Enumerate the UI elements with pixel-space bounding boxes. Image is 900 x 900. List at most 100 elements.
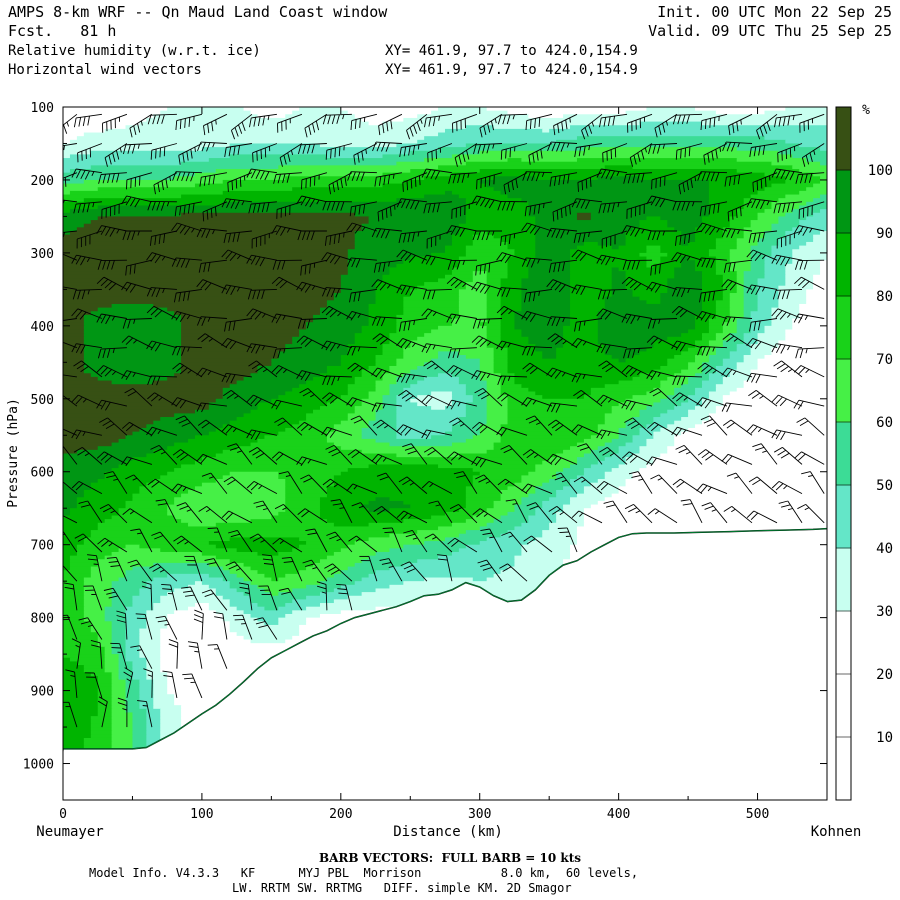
barb-flag	[197, 333, 206, 340]
rh-cell	[347, 391, 370, 396]
rh-cell	[722, 274, 738, 280]
rh-cell	[701, 296, 724, 301]
barb-flag	[201, 472, 212, 477]
rh-cell	[63, 205, 99, 210]
wind-barb	[499, 563, 528, 582]
rh-cell	[278, 617, 307, 622]
barb-flag	[502, 114, 506, 125]
wind-barb	[696, 310, 728, 322]
rh-cell	[97, 643, 113, 648]
rh-cell	[83, 610, 106, 615]
rh-cell	[375, 413, 397, 418]
rh-cell	[729, 223, 752, 228]
rh-cell	[479, 427, 502, 433]
barb-half-flag	[357, 346, 361, 352]
wind-barb	[97, 347, 127, 359]
rh-cell	[757, 303, 779, 309]
rh-cell	[757, 278, 786, 283]
barb-flag	[636, 173, 640, 183]
rh-cell	[222, 190, 446, 196]
rh-cell	[695, 238, 717, 243]
barb-flag	[547, 141, 552, 152]
barb-flag	[131, 230, 136, 241]
barb-flag	[63, 614, 68, 616]
rh-cell	[111, 734, 134, 739]
rh-cell	[507, 511, 536, 517]
barb-flag	[780, 170, 786, 180]
barb-flag	[776, 344, 782, 354]
rh-cell	[250, 373, 321, 378]
rh-cell	[736, 347, 752, 352]
barb-flag	[585, 200, 591, 210]
barb-flag	[76, 363, 86, 370]
rh-cell	[576, 475, 606, 480]
rh-cell	[757, 216, 779, 221]
barb-flag	[580, 286, 586, 296]
barb-flag	[340, 201, 345, 211]
rh-cell	[326, 431, 363, 436]
rh-cell	[285, 493, 328, 498]
rh-cell	[528, 471, 557, 476]
rh-cell	[660, 245, 717, 250]
wind-barb	[322, 200, 352, 211]
barb-flag	[774, 117, 777, 128]
rh-cell	[333, 442, 391, 447]
wind-barb	[503, 172, 528, 195]
rh-cell	[368, 500, 404, 506]
wind-barb	[246, 429, 277, 441]
barb-flag	[579, 253, 587, 261]
rh-cell	[639, 431, 654, 436]
barb-flag	[475, 196, 482, 206]
rh-cell	[299, 329, 363, 334]
wind-barb	[722, 141, 753, 152]
rh-cell	[743, 314, 752, 320]
rh-cell	[445, 190, 453, 196]
rh-cell	[632, 227, 675, 232]
wind-barb	[153, 172, 178, 195]
rh-cell	[153, 577, 224, 582]
rh-cell	[708, 205, 745, 210]
barb-flag	[407, 320, 411, 331]
barb-flag	[201, 142, 206, 152]
rh-cell	[674, 420, 703, 425]
barb-flag	[703, 155, 706, 165]
barb-flag	[280, 227, 286, 236]
rh-cell	[132, 675, 147, 681]
rh-cell	[500, 376, 516, 382]
barb-flag	[554, 476, 564, 481]
barb-shaft	[63, 428, 78, 436]
rh-cell	[132, 595, 161, 600]
barb-flag	[621, 365, 629, 373]
barb-half-flag	[486, 373, 491, 379]
barb-shaft	[164, 616, 178, 640]
rh-cell	[493, 446, 571, 451]
wind-barb	[596, 343, 628, 354]
wind-barb	[71, 343, 102, 354]
rh-cell	[681, 369, 703, 374]
barb-half-flag	[536, 422, 541, 425]
rh-cell	[63, 413, 175, 418]
rh-cell	[417, 139, 557, 145]
barb-flag	[755, 199, 761, 209]
rh-cell	[319, 143, 397, 148]
barb-flag	[109, 228, 116, 237]
wind-barb	[246, 168, 277, 181]
barb-flag	[408, 146, 411, 156]
barb-flag	[598, 203, 602, 214]
rh-cell	[695, 340, 710, 345]
rh-cell	[549, 497, 571, 502]
rh-cell	[736, 241, 759, 247]
barb-flag	[775, 255, 782, 265]
rh-cell	[715, 369, 731, 374]
rh-cell	[83, 322, 182, 327]
barb-flag	[238, 582, 249, 586]
wind-barb	[799, 113, 825, 133]
barb-flag	[685, 201, 690, 211]
wind-barb	[122, 318, 152, 329]
barb-flag	[650, 196, 657, 206]
barb-flag	[504, 235, 507, 245]
rh-cell	[451, 238, 474, 243]
wind-barb	[296, 195, 328, 208]
rh-cell	[583, 511, 827, 517]
barb-half-flag	[512, 114, 515, 120]
